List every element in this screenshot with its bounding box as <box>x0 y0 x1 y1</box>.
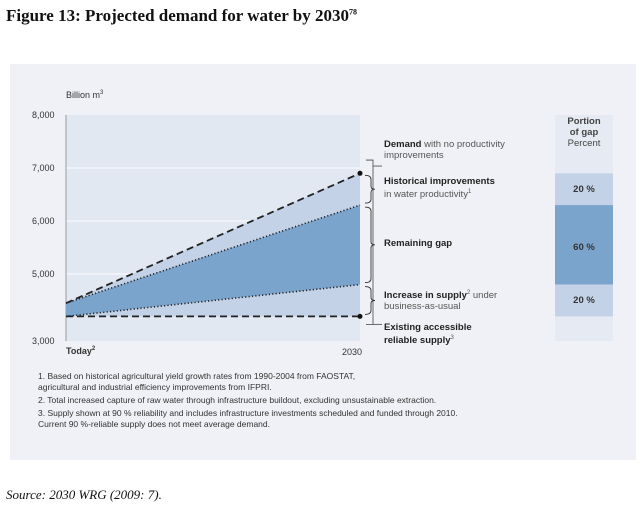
y-tick-label: 8,000 <box>32 110 55 120</box>
brace-supply-increase <box>364 286 376 315</box>
gap-table-header: Portion of gap Percent <box>567 116 601 149</box>
y-tick-label: 6,000 <box>32 216 55 226</box>
total-bracket <box>366 159 374 325</box>
gap-bar-historical <box>555 173 613 206</box>
footnote-2: 2. Total increased capture of raw water … <box>38 395 437 405</box>
figure-title: Figure 13: Projected demand for water by… <box>6 6 357 25</box>
y-tick-label: 7,000 <box>32 163 55 173</box>
x-tick-label: Today2 <box>66 346 96 356</box>
supply-endpoint-marker <box>357 313 363 319</box>
footnote-3: 3. Supply shown at 90 % reliability and … <box>38 408 458 429</box>
y-tick-label: 5,000 <box>32 269 55 279</box>
annotation-demand: Demand with no productivity improvements <box>384 139 505 161</box>
annotation-existing-supply: Existing accessible reliable supply3 <box>384 322 472 347</box>
chart-panel: Billion m3 8,000 7,000 6,000 5,000 3,000… <box>10 64 636 460</box>
gap-bar-supply <box>555 284 613 317</box>
series-line-0 <box>65 172 361 304</box>
y-tick-label: 3,000 <box>32 336 55 346</box>
gap-value: 20 % <box>573 184 595 195</box>
annotation-remaining-gap: Remaining gap <box>384 238 453 249</box>
x-tick-label: 2030 <box>342 347 363 357</box>
chart-svg <box>65 115 613 341</box>
footnote-1: 1. Based on historical agricultural yiel… <box>38 371 356 392</box>
brace-historical <box>364 174 376 204</box>
demand-endpoint-marker <box>357 170 363 176</box>
gap-value: 60 % <box>573 242 595 253</box>
annotation-historical: Historical improvements in water producti… <box>384 176 495 201</box>
y-axis-label: Billion m3 <box>66 90 104 100</box>
gap-value: 20 % <box>573 295 595 306</box>
source-caption: Source: 2030 WRG (2009: 7). <box>6 487 162 502</box>
brace-remaining-gap <box>364 206 376 284</box>
gap-bar-remaining <box>555 205 613 285</box>
band-remaining-gap <box>66 205 360 317</box>
series-line-1 <box>65 204 361 304</box>
annotation-supply-increase: Increase in supply2 under business-as-usu… <box>384 290 498 313</box>
